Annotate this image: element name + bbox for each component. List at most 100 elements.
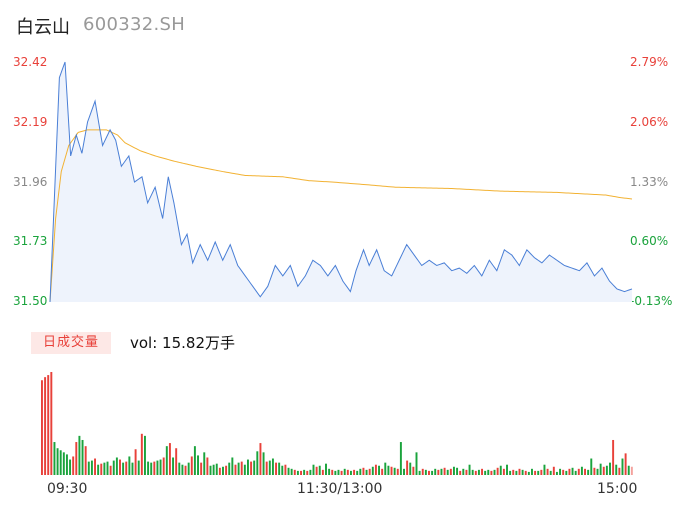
volume-bar xyxy=(502,468,505,475)
volume-bar xyxy=(474,470,477,475)
volume-bar xyxy=(287,467,290,475)
volume-bar xyxy=(131,462,134,475)
volume-bar xyxy=(565,470,568,475)
volume-bar xyxy=(162,457,165,475)
volume-bar xyxy=(334,470,337,475)
volume-bar xyxy=(349,470,352,475)
volume-bar xyxy=(281,465,284,475)
volume-bar xyxy=(234,464,237,475)
price-line xyxy=(49,61,633,303)
volume-bar xyxy=(462,468,465,475)
volume-bar xyxy=(537,470,540,475)
volume-bar xyxy=(590,458,593,475)
volume-bar xyxy=(368,468,371,475)
volume-bar xyxy=(190,456,193,475)
volume-bar xyxy=(493,469,496,475)
volume-bar xyxy=(271,458,274,475)
volume-bar xyxy=(275,462,278,475)
volume-bar xyxy=(278,462,281,475)
volume-bar xyxy=(431,470,434,475)
volume-bar xyxy=(65,454,68,475)
volume-bar xyxy=(471,469,474,475)
volume-bar xyxy=(459,470,462,475)
volume-bar xyxy=(428,470,430,475)
volume-bar xyxy=(106,461,109,475)
volume-bar xyxy=(325,463,327,475)
volume-bar xyxy=(90,460,93,475)
volume-bar xyxy=(390,466,393,475)
volume-bar xyxy=(225,465,228,475)
volume-bar xyxy=(440,468,443,475)
volume-bar xyxy=(609,462,611,475)
volume-bar xyxy=(250,461,253,475)
volume-bar xyxy=(59,450,62,475)
volume-bar xyxy=(546,468,549,475)
volume-bar xyxy=(381,468,384,475)
volume-bar xyxy=(87,461,90,475)
stock-code: 600332.SH xyxy=(83,14,186,35)
volume-bar xyxy=(356,470,359,475)
volume-bar xyxy=(337,469,340,475)
volume-bar xyxy=(284,464,287,475)
volume-bar xyxy=(552,466,555,475)
volume-bar xyxy=(406,460,409,475)
volume-bar xyxy=(300,470,302,475)
volume-bar xyxy=(602,466,605,475)
volume-bar xyxy=(490,470,493,475)
volume-bar xyxy=(362,467,365,475)
price-tick-label: 31.73 xyxy=(13,234,48,248)
pct-tick-label: 2.79% xyxy=(630,55,669,69)
volume-bar xyxy=(315,466,318,475)
volume-bar xyxy=(44,377,47,475)
volume-bar xyxy=(587,469,590,475)
time-tick-label: 15:00 xyxy=(597,481,638,497)
volume-bar xyxy=(125,461,128,475)
volume-bar xyxy=(215,463,218,475)
volume-bar xyxy=(243,464,246,475)
volume-bar xyxy=(184,465,187,475)
price-tick-label: 32.42 xyxy=(13,55,48,69)
volume-bar xyxy=(627,465,630,475)
volume-bar xyxy=(262,452,265,475)
volume-bar xyxy=(630,466,633,475)
volume-bar xyxy=(187,462,190,475)
volume-bar xyxy=(328,468,331,475)
volume-bar xyxy=(509,470,512,475)
volume-bar xyxy=(218,467,221,475)
volume-bar xyxy=(178,462,181,475)
volume-bar xyxy=(140,433,143,475)
volume-bar xyxy=(256,451,259,475)
volume-bar xyxy=(371,466,374,475)
volume-bar xyxy=(353,469,356,475)
volume-bar xyxy=(306,470,309,475)
volume-bar xyxy=(72,456,75,475)
volume-bar xyxy=(153,461,156,475)
volume-value: vol: 15.82万手 xyxy=(130,334,235,352)
volume-bar xyxy=(449,468,452,475)
volume-tag[interactable]: 日成交量 xyxy=(31,332,111,354)
volume-bar xyxy=(409,462,412,475)
volume-bar xyxy=(78,435,81,475)
volume-bar xyxy=(484,470,487,475)
price-tick-label: 31.96 xyxy=(13,175,48,189)
volume-bar xyxy=(253,460,256,475)
volume-bar xyxy=(481,468,484,475)
volume-bar xyxy=(134,449,137,475)
volume-bar xyxy=(612,439,615,475)
volume-bar xyxy=(374,464,377,475)
volume-bar xyxy=(181,464,184,475)
volume-bar xyxy=(290,468,293,475)
volume-bar xyxy=(209,465,212,475)
volume-bar xyxy=(175,448,178,475)
volume-bar xyxy=(580,466,583,475)
volume-bar xyxy=(452,466,455,475)
volume-bar xyxy=(456,467,459,475)
volume-bar xyxy=(506,464,508,475)
volume-bar xyxy=(128,456,131,475)
volume-bar xyxy=(246,459,249,475)
volume-bar xyxy=(621,458,624,475)
pct-tick-label: 1.33% xyxy=(630,175,669,189)
volume-bar xyxy=(165,446,168,475)
time-tick-label: 11:30/13:00 xyxy=(297,481,383,497)
volume-bar xyxy=(599,463,602,475)
